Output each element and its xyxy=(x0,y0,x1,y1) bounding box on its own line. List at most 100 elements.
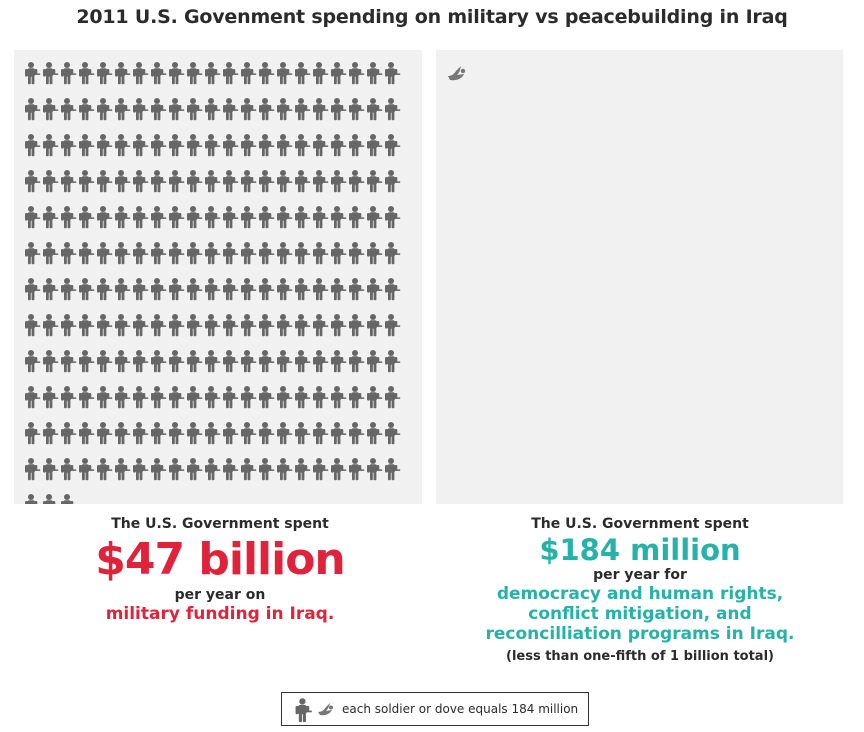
soldier-icon xyxy=(277,386,293,409)
soldier-icon xyxy=(223,278,239,301)
soldier-icon xyxy=(43,494,56,504)
soldier-icon xyxy=(223,458,239,481)
soldier-icon xyxy=(61,278,77,301)
soldier-icon xyxy=(133,278,149,301)
soldier-icon xyxy=(277,350,293,373)
soldier-icon xyxy=(97,242,113,265)
soldier-icon xyxy=(259,62,275,85)
soldier-icon xyxy=(169,350,185,373)
soldier-icon xyxy=(133,386,149,409)
soldier-icon xyxy=(61,98,77,121)
soldier-icon xyxy=(115,170,131,193)
soldier-icon xyxy=(367,350,383,373)
soldier-icon xyxy=(241,170,257,193)
soldier-icon xyxy=(385,422,401,445)
soldier-icon xyxy=(313,242,329,265)
soldier-icon xyxy=(205,386,221,409)
soldier-icon xyxy=(277,170,293,193)
soldier-icon xyxy=(385,242,401,265)
soldier-icon xyxy=(223,314,239,337)
soldier-icon xyxy=(385,206,401,229)
soldier-icon xyxy=(151,386,167,409)
soldier-icon xyxy=(223,170,239,193)
soldier-icon xyxy=(223,350,239,373)
soldier-icon xyxy=(241,62,257,85)
soldier-icon xyxy=(259,422,275,445)
soldier-icon xyxy=(241,350,257,373)
soldier-icon xyxy=(259,206,275,229)
soldier-icon xyxy=(43,242,59,265)
soldier-icon xyxy=(223,422,239,445)
soldier-icon xyxy=(97,98,113,121)
peacebuilding-note: (less than one-fifth of 1 billion total) xyxy=(506,649,774,664)
soldier-icon xyxy=(79,98,95,121)
soldier-icon xyxy=(313,350,329,373)
soldier-icon xyxy=(277,242,293,265)
soldier-icon xyxy=(61,458,77,481)
soldier-icon xyxy=(25,350,41,373)
soldier-icon xyxy=(277,278,293,301)
soldier-icon xyxy=(241,242,257,265)
soldier-icon xyxy=(223,98,239,121)
soldier-icon xyxy=(61,314,77,337)
soldier-icon xyxy=(133,422,149,445)
soldier-icon xyxy=(169,242,185,265)
soldier-icon xyxy=(349,98,365,121)
soldier-icon xyxy=(151,314,167,337)
soldier-icon xyxy=(25,458,41,481)
soldier-icon xyxy=(313,386,329,409)
soldier-icon xyxy=(295,242,311,265)
soldier-pictograph xyxy=(25,62,401,504)
peacebuilding-focus-line-1: democracy and human rights, xyxy=(496,584,784,604)
soldier-icon xyxy=(313,62,329,85)
soldier-icon xyxy=(313,98,329,121)
soldier-icon xyxy=(25,422,41,445)
soldier-icon xyxy=(187,134,203,157)
soldier-icon xyxy=(259,314,275,337)
soldier-icon xyxy=(61,242,77,265)
soldier-icon xyxy=(169,314,185,337)
soldier-icon xyxy=(331,242,347,265)
soldier-icon xyxy=(277,62,293,85)
soldier-icon xyxy=(169,386,185,409)
soldier-icon xyxy=(25,134,41,157)
soldier-icon xyxy=(97,134,113,157)
soldier-icon xyxy=(295,314,311,337)
soldier-icon xyxy=(223,134,239,157)
soldier-icon xyxy=(205,206,221,229)
soldier-icon xyxy=(205,134,221,157)
military-caption: The U.S. Government spent $47 billion pe… xyxy=(30,514,410,625)
soldier-icon xyxy=(367,98,383,121)
soldier-icon xyxy=(367,206,383,229)
soldier-icon xyxy=(295,62,311,85)
soldier-icon xyxy=(79,350,95,373)
soldier-icon xyxy=(61,350,77,373)
soldier-icon xyxy=(151,134,167,157)
soldier-icon xyxy=(385,314,401,337)
soldier-icon xyxy=(43,62,59,85)
soldier-icon xyxy=(43,458,59,481)
soldier-icon xyxy=(151,98,167,121)
soldier-icon xyxy=(187,242,203,265)
soldier-icon xyxy=(205,242,221,265)
soldier-icon xyxy=(79,170,95,193)
soldier-icon xyxy=(367,278,383,301)
soldier-icon xyxy=(313,314,329,337)
soldier-icon xyxy=(385,98,401,121)
soldier-icon xyxy=(61,494,74,504)
soldier-icon xyxy=(259,242,275,265)
soldier-icon xyxy=(313,170,329,193)
soldier-icon xyxy=(115,458,131,481)
soldier-icon xyxy=(223,62,239,85)
soldier-icon xyxy=(115,242,131,265)
soldier-icon xyxy=(349,134,365,157)
soldier-icon xyxy=(43,350,59,373)
soldier-icon xyxy=(61,134,77,157)
legend: each soldier or dove equals 184 million xyxy=(281,692,589,726)
soldier-icon xyxy=(97,206,113,229)
soldier-icon xyxy=(187,350,203,373)
soldier-icon xyxy=(331,350,347,373)
soldier-icon xyxy=(133,350,149,373)
soldier-icon xyxy=(259,278,275,301)
soldier-icon xyxy=(79,386,95,409)
